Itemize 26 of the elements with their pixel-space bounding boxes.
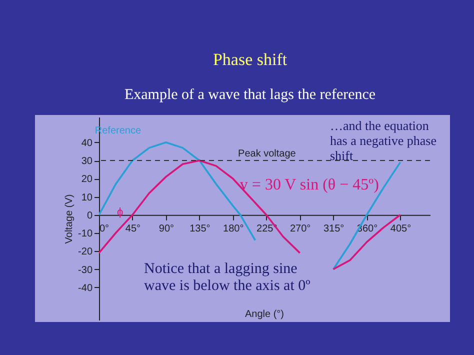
annotation: Notice that a lagging sine wave is below the axis at 0º (144, 261, 311, 294)
x-tick-label: 45° (125, 223, 141, 234)
x-tick-label: 405° (390, 223, 412, 234)
y-tick-label: -30 (78, 264, 93, 276)
y-tick-label: -10 (78, 228, 93, 240)
chart-title: Phase shift (212, 50, 288, 69)
x-tick-label: 315° (323, 223, 344, 234)
y-tick-label: 10 (81, 192, 93, 204)
x-tick-label: 135° (190, 223, 210, 234)
y-tick-label: -40 (78, 282, 93, 294)
chart-subtitle: Example of a wave that lags the reference (124, 87, 376, 103)
series-label: v = 30 V sin (θ − 45º) (240, 176, 379, 194)
y-tick-label: 40 (81, 138, 93, 149)
x-tick-label: 0° (100, 223, 110, 234)
y-tick-label: 0 (86, 210, 93, 222)
y-tick-label: -20 (78, 246, 93, 258)
ref-line-label: Peak voltage (238, 148, 296, 160)
y-tick-label: 30 (81, 156, 93, 167)
x-axis-title: Angle (°) (244, 309, 284, 320)
y-tick-label: 20 (81, 174, 93, 186)
y-axis-title: Voltage (V) (64, 194, 76, 244)
annotation: …and the equation has a negative phase shift (330, 118, 437, 163)
x-tick-label: 180° (223, 223, 244, 234)
x-tick-label: 90° (158, 223, 174, 234)
x-tick-label: 270° (290, 223, 311, 234)
x-tick-label: 225° (256, 223, 278, 234)
